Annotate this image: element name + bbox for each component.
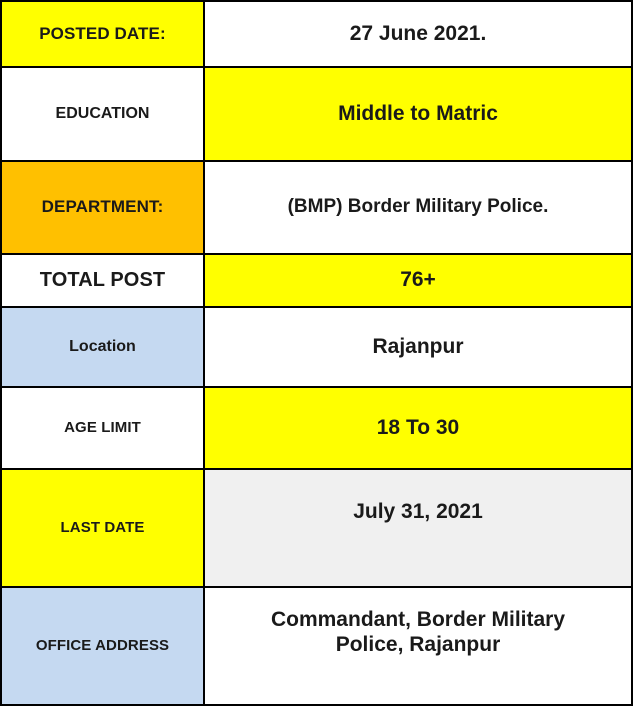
table-row: Location Rajanpur [0, 306, 633, 388]
row-label-department: DEPARTMENT: [0, 160, 205, 255]
row-value-location: Rajanpur [203, 306, 633, 388]
row-label-office-address: OFFICE ADDRESS [0, 586, 205, 706]
row-value-last-date: July 31, 2021 [203, 468, 633, 588]
table-row: EDUCATION Middle to Matric [0, 66, 633, 162]
table-row: OFFICE ADDRESS Commandant, Border Milita… [0, 586, 633, 706]
table-row: TOTAL POST 76+ [0, 253, 633, 308]
row-label-posted-date: POSTED DATE: [0, 0, 205, 68]
row-value-posted-date: 27 June 2021. [203, 0, 633, 68]
row-value-age-limit: 18 To 30 [203, 386, 633, 470]
table-row: POSTED DATE: 27 June 2021. [0, 0, 633, 68]
table-row: DEPARTMENT: (BMP) Border Military Police… [0, 160, 633, 255]
row-label-education: EDUCATION [0, 66, 205, 162]
row-value-department: (BMP) Border Military Police. [203, 160, 633, 255]
row-label-age-limit: AGE LIMIT [0, 386, 205, 470]
row-value-office-address: Commandant, Border Military Police, Raja… [203, 586, 633, 706]
row-value-total-post: 76+ [203, 253, 633, 308]
row-label-location: Location [0, 306, 205, 388]
row-value-education: Middle to Matric [203, 66, 633, 162]
row-label-last-date: LAST DATE [0, 468, 205, 588]
row-label-total-post: TOTAL POST [0, 253, 205, 308]
table-row: LAST DATE July 31, 2021 [0, 468, 633, 588]
table-row: AGE LIMIT 18 To 30 [0, 386, 633, 470]
